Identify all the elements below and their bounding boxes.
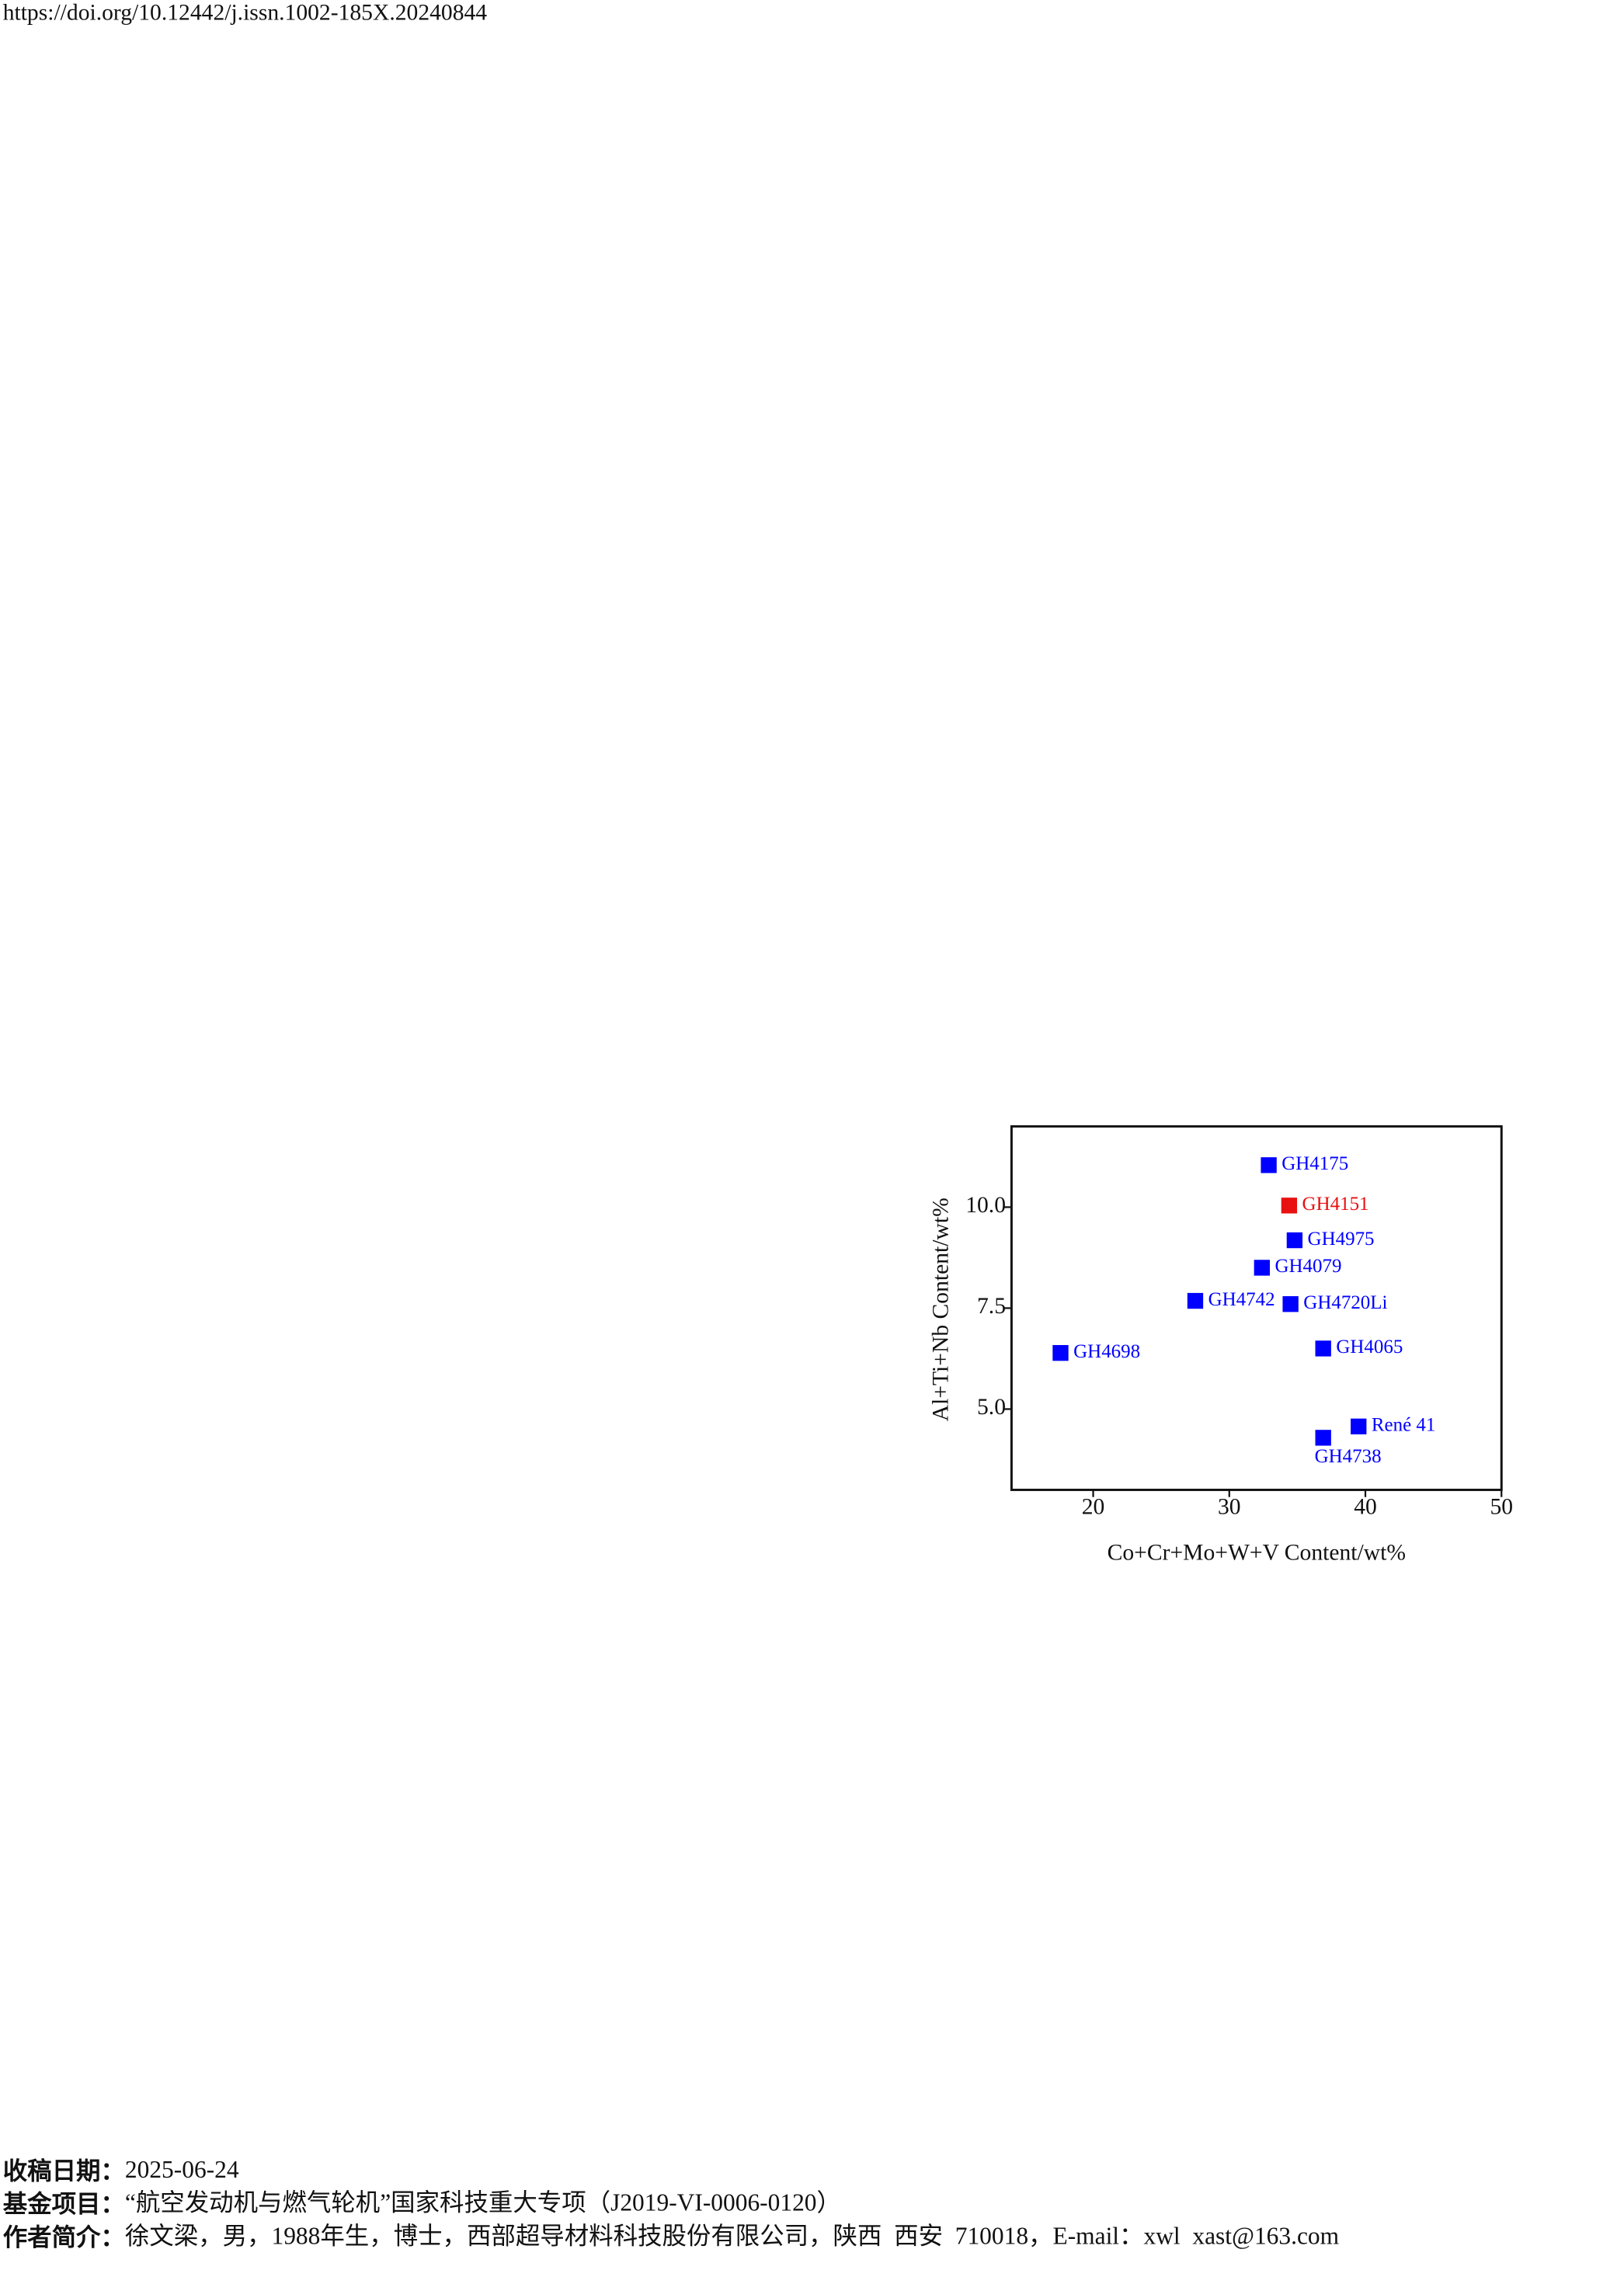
x-tick-label: 40 [1354,1494,1377,1519]
y-tick-label: 10.0 [965,1193,1006,1218]
point-label: GH4720Li [1303,1292,1387,1313]
footnote-text: 徐文梁，男，1988年生，博士，西部超导材料科技股份有限公司，陕西 西安 710… [125,2223,1339,2250]
y-tick-label: 7.5 [977,1294,1006,1319]
point-label: GH4151 [1302,1194,1369,1215]
point-label: GH4698 [1073,1341,1140,1362]
point-label: GH4079 [1275,1256,1341,1277]
footnote-label: 作者简介： [3,2223,125,2251]
point-label: GH4175 [1281,1153,1348,1174]
footnote-text: “航空发动机与燃气轮机”国家科技重大专项（J2019-VI-0006-0120） [125,2189,841,2216]
x-tick-label: 30 [1218,1494,1241,1519]
marker [1254,1260,1271,1276]
marker [1282,1296,1299,1312]
footnote-text: 2025-06-24 [125,2156,239,2183]
marker [1052,1344,1069,1361]
marker [1281,1198,1298,1214]
y-axis-label: Al+Ti+Nb Content/wt% [928,1198,953,1421]
point-label: GH4065 [1336,1337,1403,1357]
point-label: GH4742 [1208,1289,1275,1310]
x-tick-label: 20 [1082,1494,1105,1519]
footnote-label: 收稿日期： [3,2157,125,2185]
marker [1351,1418,1367,1434]
doi: https://doi.org/10.12442/j.issn.1002-185… [3,0,488,25]
marker [1187,1292,1204,1309]
point-label: GH4738 [1315,1446,1382,1467]
footnote: 收稿日期：2025-06-24 [3,2156,239,2185]
point-label: René 41 [1372,1415,1436,1436]
y-tick-label: 5.0 [977,1395,1006,1420]
footnote: 作者简介：徐文梁，男，1988年生，博士，西部超导材料科技股份有限公司，陕西 西… [3,2223,1339,2252]
marker [1315,1430,1331,1446]
marker [1315,1340,1331,1357]
marker [1286,1232,1303,1249]
footnote-label: 基金项目： [3,2190,125,2219]
x-tick-label: 50 [1490,1494,1513,1519]
marker [1261,1157,1277,1173]
point-label: GH4975 [1308,1229,1375,1250]
x-axis-label: Co+Cr+Mo+W+V Content/wt% [1108,1540,1406,1565]
footnote: 基金项目：“航空发动机与燃气轮机”国家科技重大专项（J2019-VI-0006-… [3,2189,841,2219]
